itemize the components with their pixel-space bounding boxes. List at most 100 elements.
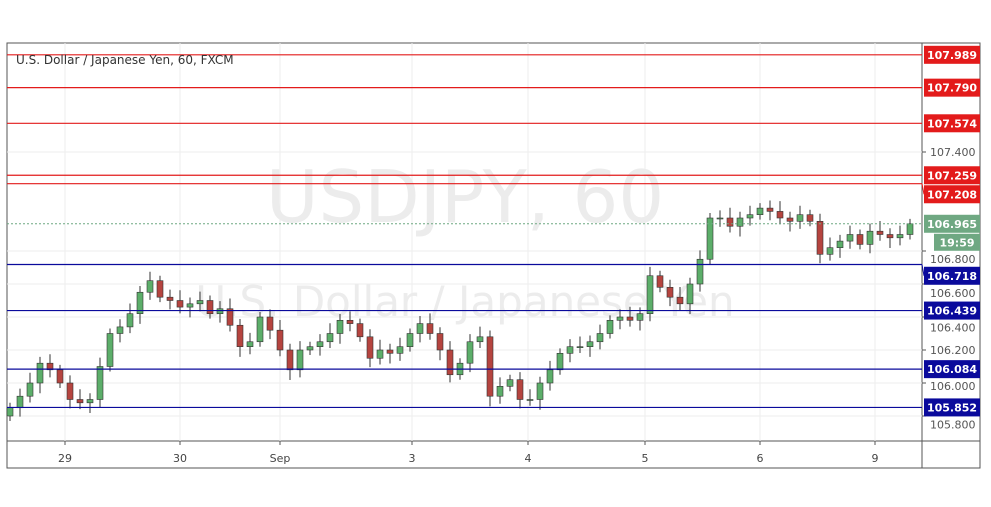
candle-up — [866, 230, 874, 245]
current-price-tag — [924, 214, 980, 233]
candle-down — [726, 217, 734, 227]
candle-up — [706, 217, 714, 260]
resistance-level-tag — [924, 45, 980, 64]
candle-down — [876, 230, 884, 235]
candle-up — [36, 362, 44, 384]
x-tick-label: 29 — [58, 452, 72, 465]
candle-up — [186, 303, 194, 308]
candle-up — [86, 399, 94, 404]
candle-down — [486, 336, 494, 397]
y-tick-label: 106.600 — [930, 287, 976, 300]
y-tick-label: 107.400 — [930, 146, 976, 159]
resistance-level-tag — [924, 78, 980, 97]
candle-up — [376, 349, 384, 359]
candle-down — [666, 286, 674, 298]
countdown-label: 19:59 — [939, 236, 974, 249]
candle-up — [606, 319, 614, 334]
chart-frame — [6, 42, 981, 469]
candle-down — [766, 207, 774, 212]
candle-up — [546, 369, 554, 384]
candle-up — [696, 258, 704, 285]
candle-up — [136, 291, 144, 315]
resistance-level-connector — [921, 183, 925, 195]
x-tick-label: 30 — [173, 452, 187, 465]
candle-up — [746, 214, 754, 219]
support-level-label: 106.084 — [927, 363, 977, 376]
candle-down — [436, 333, 444, 351]
candle-down — [446, 349, 454, 376]
candle-up — [536, 382, 544, 400]
candle-down — [226, 308, 234, 326]
candle-up — [896, 234, 904, 239]
candle-up — [326, 333, 334, 343]
resistance-level-label: 107.208 — [927, 188, 977, 201]
support-level-label: 106.439 — [927, 305, 977, 318]
candle-down — [156, 280, 164, 298]
candle-up — [576, 346, 584, 349]
support-level-label: 106.718 — [927, 270, 977, 283]
candle-up — [826, 247, 834, 255]
watermark-symbol: USDJPY, 60 — [266, 155, 664, 239]
current-price-label: 106.965 — [927, 218, 977, 231]
y-tick-label: 106.200 — [930, 344, 976, 357]
candle-down — [626, 316, 634, 321]
candle-up — [256, 316, 264, 343]
candle-down — [386, 349, 394, 354]
resistance-level-label: 107.989 — [927, 49, 977, 62]
y-tick-label: 106.000 — [930, 380, 976, 393]
candle-down — [266, 316, 274, 331]
y-tick-label: 105.800 — [930, 418, 976, 431]
resistance-level-tag — [924, 166, 980, 185]
support-level-tag — [924, 301, 980, 320]
candle-up — [126, 313, 134, 328]
candle-up — [646, 275, 654, 315]
candle-up — [846, 234, 854, 242]
support-level-connector — [921, 264, 925, 276]
candle-down — [426, 323, 434, 334]
candle-down — [236, 324, 244, 348]
support-level-tag — [924, 398, 980, 417]
candle-down — [166, 296, 174, 301]
candle-down — [676, 296, 684, 305]
candle-up — [296, 349, 304, 371]
candle-up — [396, 346, 404, 354]
candle-down — [366, 336, 374, 359]
candle-down — [176, 300, 184, 308]
x-tick-label: 4 — [525, 452, 532, 465]
candle-down — [856, 234, 864, 245]
candle-down — [776, 211, 784, 219]
candle-up — [636, 313, 644, 321]
candle-down — [816, 221, 824, 255]
candle-down — [76, 399, 84, 404]
chart-title: U.S. Dollar / Japanese Yen, 60, FXCM — [16, 53, 234, 67]
candle-up — [96, 366, 104, 400]
y-tick-label: 106.800 — [930, 253, 976, 266]
candle-up — [686, 283, 694, 305]
candle-down — [276, 329, 284, 351]
candle-up — [106, 333, 114, 367]
candle-up — [616, 316, 624, 321]
x-tick-label: 5 — [642, 452, 649, 465]
candle-up — [246, 341, 254, 347]
support-level-tag — [924, 266, 980, 285]
candle-up — [6, 407, 14, 417]
x-tick-label: 3 — [409, 452, 416, 465]
support-level-label: 105.852 — [927, 401, 977, 414]
candle-down — [806, 214, 814, 222]
candle-up — [146, 280, 154, 293]
candle-up — [466, 341, 474, 364]
candle-down — [786, 217, 794, 222]
x-tick-label: Sep — [270, 452, 291, 465]
resistance-level-tag — [924, 114, 980, 133]
candle-up — [526, 399, 534, 401]
candle-up — [596, 333, 604, 343]
candle-up — [116, 326, 124, 334]
candle-up — [336, 319, 344, 334]
resistance-level-tag — [924, 185, 980, 204]
candle-down — [46, 362, 54, 371]
resistance-level-label: 107.259 — [927, 169, 977, 182]
y-tick-label: 106.400 — [930, 322, 976, 335]
candle-down — [516, 379, 524, 400]
candle-up — [26, 382, 34, 397]
